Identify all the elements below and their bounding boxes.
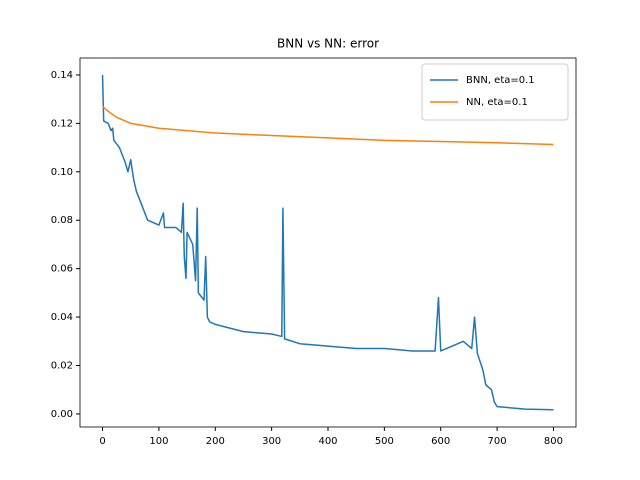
- x-tick-label: 700: [488, 436, 507, 447]
- y-tick-label: 0.04: [51, 312, 73, 323]
- legend-box: [421, 63, 569, 121]
- x-tick-label: 0: [99, 436, 105, 447]
- y-tick-label: 0.06: [51, 264, 73, 275]
- x-tick-label: 400: [318, 436, 337, 447]
- line-series: [102, 105, 554, 146]
- legend-label: BNN, eta=0.1: [466, 75, 535, 86]
- y-tick-label: 0.10: [51, 167, 73, 178]
- x-tick-label: 500: [375, 436, 394, 447]
- chart-title: BNN vs NN: error: [277, 37, 379, 51]
- x-tick-label: 600: [431, 436, 450, 447]
- legend-label: NN, eta=0.1: [466, 97, 528, 108]
- y-tick-label: 0.12: [51, 118, 73, 129]
- x-tick-label: 200: [206, 436, 225, 447]
- y-tick-label: 0.00: [51, 409, 73, 420]
- y-tick-label: 0.14: [51, 70, 73, 81]
- y-tick-label: 0.02: [51, 361, 73, 372]
- line-series: [101, 74, 554, 411]
- y-tick-label: 0.08: [51, 215, 73, 226]
- x-tick-label: 800: [544, 436, 563, 447]
- plot-frame: [79, 57, 577, 428]
- x-tick-label: 100: [149, 436, 168, 447]
- x-tick-label: 300: [262, 436, 281, 447]
